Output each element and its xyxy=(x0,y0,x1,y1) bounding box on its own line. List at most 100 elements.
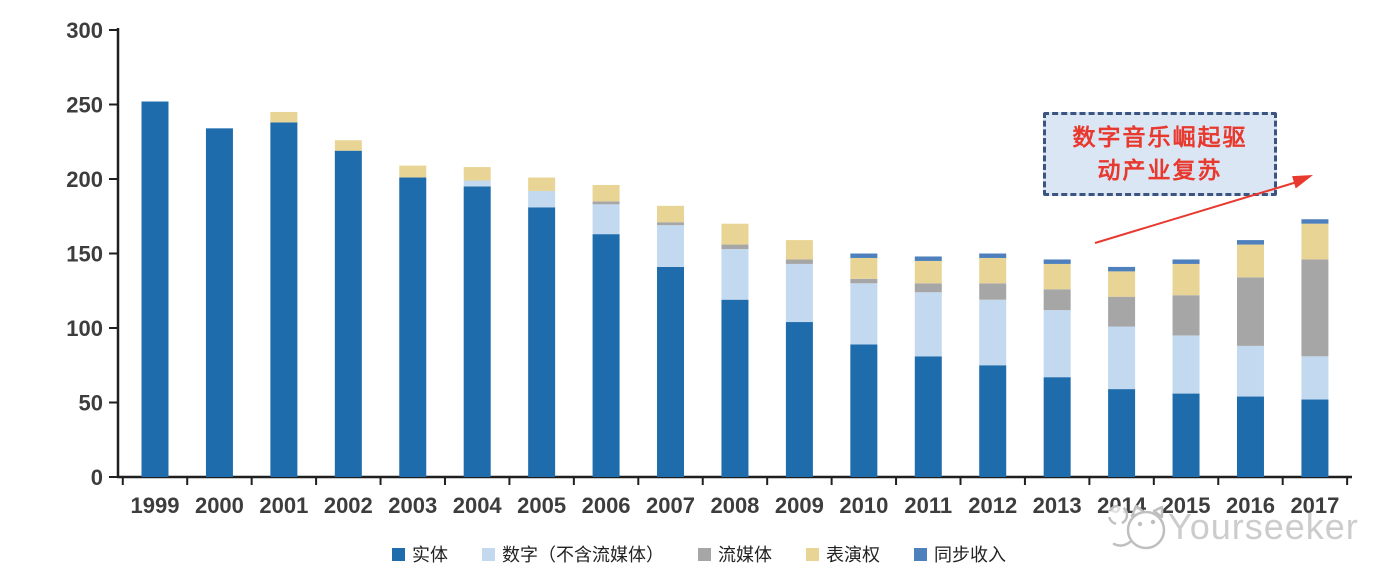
bar-segment-1999 xyxy=(141,101,169,478)
legend-label: 同步收入 xyxy=(934,545,1006,565)
bar-segment-2001 xyxy=(270,122,298,477)
x-tick-label: 2006 xyxy=(582,493,631,518)
bar-segment-2015 xyxy=(1172,335,1200,394)
bar-segment-2004 xyxy=(463,167,491,181)
y-tick-label: 50 xyxy=(79,391,103,416)
bar-segment-2010 xyxy=(850,253,878,258)
bar-segment-2007 xyxy=(657,205,685,223)
bar-segment-2005 xyxy=(528,190,556,208)
x-tick-label: 2011 xyxy=(904,493,952,518)
x-tick-label: 2008 xyxy=(710,493,759,518)
y-tick-label: 300 xyxy=(66,18,103,43)
annotation-callout: 数字音乐崛起驱 动产业复苏 xyxy=(1043,112,1277,196)
bar-segment-2013 xyxy=(1043,289,1071,311)
bar-segment-2012 xyxy=(979,257,1007,284)
legend-swatch xyxy=(698,547,711,561)
x-tick-label: 2002 xyxy=(324,493,373,518)
legend-swatch xyxy=(806,547,819,561)
bar-segment-2015 xyxy=(1172,259,1200,264)
bar-segment-2016 xyxy=(1236,244,1264,278)
legend-label: 数字（不含流媒体） xyxy=(502,545,664,565)
x-tick-label: 2005 xyxy=(517,493,566,518)
legend-item: 实体 xyxy=(392,541,448,567)
bar-segment-2011 xyxy=(914,292,942,357)
bar-segment-2015 xyxy=(1172,295,1200,336)
bar-segment-2012 xyxy=(979,365,1007,477)
x-tick-label: 2004 xyxy=(453,493,503,518)
bar-segment-2016 xyxy=(1236,345,1264,397)
bar-segment-2001 xyxy=(270,111,298,123)
x-tick-label: 2010 xyxy=(839,493,888,518)
bar-segment-2010 xyxy=(850,283,878,345)
annotation-line-2: 动产业复苏 xyxy=(1097,157,1223,183)
x-tick-label: 2013 xyxy=(1033,493,1082,518)
bar-segment-2017 xyxy=(1301,223,1329,260)
bar-segment-2013 xyxy=(1043,377,1071,477)
bar-segment-2014 xyxy=(1108,266,1136,272)
bar-segment-2008 xyxy=(721,249,749,300)
legend-label: 流媒体 xyxy=(718,545,772,565)
legend-item: 同步收入 xyxy=(914,541,1006,567)
x-tick-label: 2017 xyxy=(1290,493,1339,518)
x-tick-label: 2016 xyxy=(1226,493,1275,518)
y-tick-label: 0 xyxy=(91,465,103,490)
bar-segment-2014 xyxy=(1108,296,1136,327)
bar-segment-2016 xyxy=(1236,396,1264,477)
bar-segment-2006 xyxy=(592,201,620,205)
bar-segment-2009 xyxy=(785,322,813,477)
bar-segment-2010 xyxy=(850,344,878,477)
bar-segment-2009 xyxy=(785,240,813,260)
bar-segment-2005 xyxy=(528,207,556,477)
bar-segment-2002 xyxy=(334,150,362,477)
bar-segment-2016 xyxy=(1236,240,1264,245)
bar-segment-2015 xyxy=(1172,393,1200,477)
bar-segment-2009 xyxy=(785,263,813,323)
y-tick-label: 100 xyxy=(66,316,103,341)
bar-segment-2010 xyxy=(850,257,878,279)
bar-segment-2014 xyxy=(1108,389,1136,477)
bar-segment-2004 xyxy=(463,180,491,187)
x-tick-label: 2009 xyxy=(775,493,824,518)
x-tick-label: 2012 xyxy=(968,493,1017,518)
bar-segment-2006 xyxy=(592,204,620,235)
x-tick-label: 2001 xyxy=(259,493,308,518)
y-tick-label: 150 xyxy=(66,242,103,267)
legend-swatch xyxy=(482,547,495,561)
bar-segment-2004 xyxy=(463,186,491,477)
bar-segment-2017 xyxy=(1301,259,1329,357)
x-tick-label: 2003 xyxy=(388,493,437,518)
y-tick-label: 250 xyxy=(66,93,103,118)
x-tick-label: 2007 xyxy=(646,493,695,518)
x-tick-label: 2000 xyxy=(195,493,244,518)
bar-segment-2008 xyxy=(721,223,749,245)
bar-segment-2013 xyxy=(1043,310,1071,378)
bar-segment-2010 xyxy=(850,278,878,284)
annotation-line-1: 数字音乐崛起驱 xyxy=(1072,124,1248,150)
bar-segment-2008 xyxy=(721,244,749,250)
bar-segment-2007 xyxy=(657,225,685,267)
bar-segment-2005 xyxy=(528,177,556,191)
bar-segment-2009 xyxy=(785,259,813,264)
legend-label: 表演权 xyxy=(826,545,880,565)
bar-segment-2000 xyxy=(205,128,233,477)
y-tick-label: 200 xyxy=(66,167,103,192)
bar-segment-2011 xyxy=(914,256,942,261)
bar-segment-2003 xyxy=(399,177,427,477)
bar-segment-2012 xyxy=(979,299,1007,366)
bar-segment-2014 xyxy=(1108,326,1136,390)
bar-segment-2011 xyxy=(914,260,942,284)
bar-segment-2003 xyxy=(399,165,427,178)
bar-segment-2011 xyxy=(914,283,942,293)
x-tick-label: 2014 xyxy=(1097,493,1147,518)
bar-segment-2012 xyxy=(979,253,1007,258)
bar-segment-2006 xyxy=(592,234,620,477)
bar-segment-2008 xyxy=(721,299,749,477)
legend-swatch xyxy=(392,547,405,561)
legend-item: 表演权 xyxy=(806,541,880,567)
bar-segment-2011 xyxy=(914,356,942,477)
bar-segment-2017 xyxy=(1301,356,1329,400)
chart-legend: 实体 数字（不含流媒体） 流媒体 表演权 同步收入 xyxy=(0,540,1398,568)
x-tick-label: 1999 xyxy=(131,493,180,518)
